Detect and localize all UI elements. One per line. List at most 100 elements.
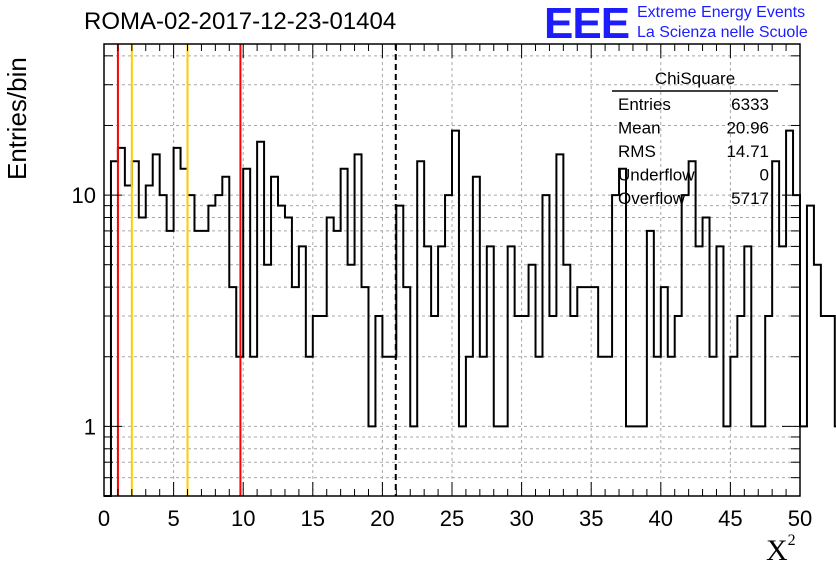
histogram-bin	[828, 316, 835, 496]
histogram-bin	[153, 154, 160, 496]
histogram-bin	[696, 246, 703, 496]
histogram-bin	[396, 206, 403, 496]
histogram-bin	[508, 246, 515, 496]
stats-row-value: 6333	[731, 95, 769, 114]
histogram-bin	[682, 195, 689, 496]
stats-row-label: RMS	[618, 142, 656, 161]
stats-box-title: ChiSquare	[655, 69, 735, 88]
histogram-bin	[250, 357, 257, 496]
histogram-bin	[744, 246, 751, 496]
histogram-bin	[779, 246, 786, 496]
x-axis-ticks: 0 5 10 15 20 25 30 35 40 45 50	[98, 44, 812, 531]
histogram-bin	[536, 357, 543, 496]
stats-row-value: 5717	[731, 189, 769, 208]
histogram-bin	[640, 426, 647, 496]
histogram-bin	[368, 426, 375, 496]
histogram-bin	[612, 195, 619, 496]
stats-row-value: 14.71	[726, 142, 769, 161]
histogram-bin	[167, 231, 174, 496]
histogram-bin	[417, 161, 424, 496]
histogram-bin	[278, 206, 285, 496]
x-tick-label: 30	[509, 506, 533, 531]
chart-title: ROMA-02-2017-12-23-01404	[84, 8, 397, 35]
histogram-bin	[563, 265, 570, 496]
histogram-bin	[647, 231, 654, 496]
histogram-bin	[438, 246, 445, 496]
stats-box: ChiSquare Entries 6333 Mean 20.96 RMS 14.71 Und…	[612, 69, 778, 208]
histogram-bin	[703, 217, 710, 496]
histogram-bin	[264, 265, 271, 496]
histogram-bin	[445, 195, 452, 496]
histogram-bin	[188, 195, 195, 496]
histogram-bin	[118, 148, 125, 496]
histogram-bin	[661, 287, 668, 496]
x-tick-label: 0	[98, 506, 110, 531]
x-tick-label: 45	[718, 506, 742, 531]
histogram-bin	[529, 265, 536, 496]
histogram-bin	[515, 316, 522, 496]
histogram-bin	[194, 231, 201, 496]
histogram-bin	[605, 357, 612, 496]
histogram-bin	[556, 154, 563, 496]
histogram-bin	[257, 142, 264, 496]
histogram-bin	[362, 287, 369, 496]
histogram-bin	[501, 426, 508, 496]
histogram-bin	[542, 195, 549, 496]
x-tick-label: 20	[370, 506, 394, 531]
histogram-bin	[522, 316, 529, 496]
histogram-bin	[549, 316, 556, 496]
histogram-bin	[125, 186, 132, 496]
histogram-bin	[689, 161, 696, 496]
histogram-bin	[382, 357, 389, 496]
histogram-bin	[174, 148, 181, 496]
histogram-bin	[814, 265, 821, 496]
histogram-bin	[577, 287, 584, 496]
x-axis-label: X2	[766, 532, 796, 567]
histogram-bin	[160, 195, 167, 496]
y-axis-label: Entries/bin	[2, 57, 32, 180]
histogram-bin	[494, 426, 501, 496]
histogram-bins	[111, 131, 836, 496]
histogram-bin	[341, 169, 348, 496]
histogram-bin	[800, 426, 807, 496]
histogram-bin	[285, 217, 292, 496]
x-tick-label: 15	[301, 506, 325, 531]
histogram-series	[104, 129, 836, 497]
histogram-bin	[424, 246, 431, 496]
histogram-bin	[487, 246, 494, 496]
x-tick-label: 50	[788, 506, 812, 531]
histogram-bin	[619, 169, 626, 496]
histogram-bin	[591, 287, 598, 496]
histogram-bin	[229, 287, 236, 496]
histogram-bin	[716, 246, 723, 496]
histogram-bin	[751, 426, 758, 496]
logo-line-2: La Scienza nelle Scuole	[637, 24, 808, 41]
histogram-bin	[111, 161, 118, 496]
histogram-bin	[675, 316, 682, 496]
x-tick-label: 10	[231, 506, 255, 531]
histogram-bin	[299, 246, 306, 496]
stats-row-value: 0	[760, 166, 769, 185]
histogram-bin	[146, 186, 153, 496]
histogram-bin	[473, 177, 480, 496]
x-tick-label: 25	[440, 506, 464, 531]
histogram-bin	[737, 316, 744, 496]
histogram-bin	[320, 316, 327, 496]
histogram-bin	[132, 161, 139, 496]
histogram-bin	[466, 357, 473, 496]
histogram-bin	[793, 195, 800, 496]
histogram-bin	[480, 357, 487, 496]
histogram-bin	[633, 426, 640, 496]
histogram-bin	[292, 287, 299, 496]
histogram-bin	[348, 265, 355, 496]
x-tick-label: 5	[167, 506, 179, 531]
y-tick-label: 1	[84, 414, 96, 439]
histogram-bin	[306, 357, 313, 496]
histogram-bin	[459, 426, 466, 496]
histogram-bin	[215, 195, 222, 496]
x-tick-label: 40	[649, 506, 673, 531]
stats-row-label: Overflow	[618, 189, 686, 208]
stats-row-label: Underflow	[618, 166, 695, 185]
histogram-bin	[271, 177, 278, 496]
histogram-bin	[452, 131, 459, 496]
